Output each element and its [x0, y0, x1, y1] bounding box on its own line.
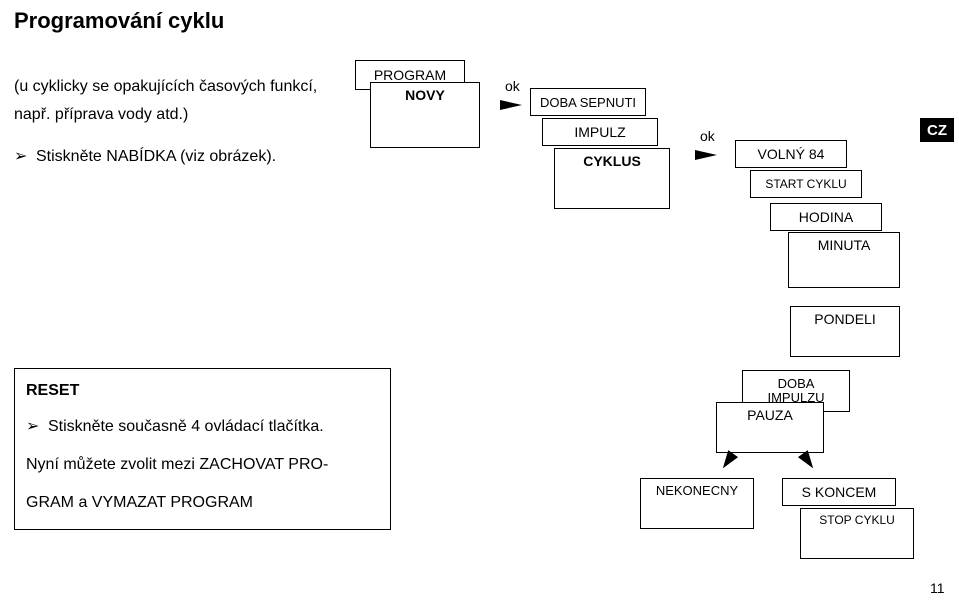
reset-bullet: Stiskněte současně 4 ovládací tlačítka.	[48, 418, 324, 436]
volny-box-2: START CYKLU	[750, 170, 862, 198]
ok-label-1: ok	[505, 78, 520, 94]
chevron-icon: ➢	[14, 146, 27, 166]
arrow-right-icon	[500, 100, 522, 110]
pondeli-box: PONDELI	[790, 306, 900, 357]
arrow-down-left-icon	[718, 450, 738, 472]
doba-impulzu-line1: DOBA	[778, 377, 815, 391]
doba-box-back: DOBA SEPNUTI	[530, 88, 646, 116]
doba-box-mid: IMPULZ	[542, 118, 658, 146]
page-number: 11	[930, 580, 945, 596]
volny-box-4: MINUTA	[788, 232, 900, 288]
stopcyklu-box: STOP CYKLU	[800, 508, 914, 559]
ok-label-2: ok	[700, 128, 715, 144]
lang-badge: CZ	[920, 118, 954, 142]
page-title: Programování cyklu	[14, 8, 224, 34]
arrow-right-icon-2	[695, 150, 717, 160]
arrow-down-right-icon	[798, 450, 818, 472]
reset-heading: RESET	[26, 382, 79, 400]
nekonecny-box: NEKONECNY	[640, 478, 754, 529]
volny-box-1: VOLNÝ 84	[735, 140, 847, 168]
skoncem-box: S KONCEM	[782, 478, 896, 506]
reset-line-2a: Nyní můžete zvolit mezi ZACHOVAT PRO-	[26, 456, 328, 474]
volny-box-3: HODINA	[770, 203, 882, 231]
chevron-icon-2: ➢	[26, 416, 39, 436]
bullet-1-text: Stiskněte NABÍDKA (viz obrázek).	[36, 148, 276, 166]
intro-line-2: např. příprava vody atd.)	[14, 106, 188, 124]
doba-box-front: CYKLUS	[554, 148, 670, 209]
intro-line-1: (u cyklicky se opakujících časových funk…	[14, 78, 317, 96]
pauza-box: PAUZA	[716, 402, 824, 453]
reset-line-2b: GRAM a VYMAZAT PROGRAM	[26, 494, 253, 512]
program-box-front: NOVY	[370, 82, 480, 148]
